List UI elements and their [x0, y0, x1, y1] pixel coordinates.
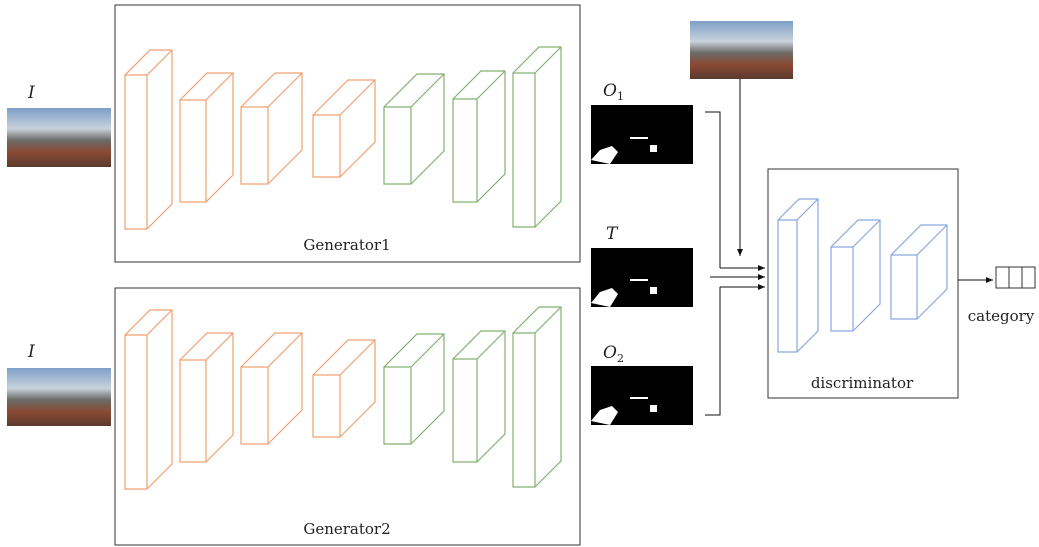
mask-image — [591, 248, 693, 307]
layer-block — [891, 225, 947, 319]
layer-block — [513, 47, 561, 227]
input-image — [7, 368, 111, 426]
layer-block — [241, 333, 302, 444]
category-vector — [996, 267, 1035, 288]
output-sub: 1 — [617, 90, 624, 103]
mask-image — [591, 366, 693, 425]
connector — [705, 112, 720, 268]
layer-block — [313, 340, 375, 437]
output-label: O1 — [603, 81, 624, 103]
real-image — [690, 21, 793, 79]
layer-block — [384, 74, 444, 184]
input-label: I — [27, 342, 35, 362]
layer-block — [513, 307, 561, 487]
category-label: category — [968, 307, 1035, 325]
output-label: O2 — [603, 343, 624, 365]
generator-box — [115, 288, 580, 545]
layer-block — [313, 80, 375, 177]
generator-label: Generator1 — [303, 236, 390, 254]
input-label: I — [27, 83, 35, 103]
layer-block — [180, 333, 233, 462]
connector — [705, 287, 720, 415]
diagram: I I Generator1 Generator2 O1 T O2 discri… — [0, 0, 1039, 547]
layers — [125, 47, 947, 489]
layer-block — [453, 331, 505, 462]
layer-block — [125, 310, 172, 489]
layer-block — [180, 73, 233, 202]
generator-box — [115, 5, 580, 262]
input-image — [7, 108, 111, 167]
layer-block — [241, 73, 302, 184]
generator-label: Generator2 — [303, 520, 390, 538]
layer-block — [453, 71, 505, 202]
mask-image — [591, 105, 693, 164]
layer-block — [831, 220, 880, 331]
layer-block — [384, 334, 444, 444]
layer-block — [125, 50, 172, 229]
discriminator-label: discriminator — [811, 374, 914, 392]
output-base: O — [603, 343, 617, 363]
output-base: O — [603, 81, 617, 101]
output-label: T — [606, 224, 619, 244]
output-sub: 2 — [617, 352, 624, 365]
layer-block — [778, 199, 818, 352]
